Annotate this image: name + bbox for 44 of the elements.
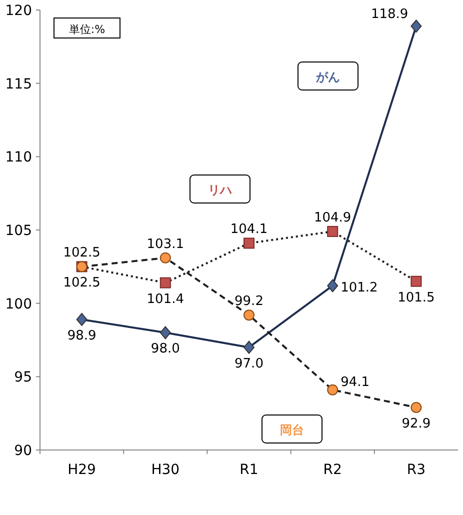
data-label: 104.1 <box>230 222 268 238</box>
data-label: 98.9 <box>67 328 96 344</box>
data-label: 92.9 <box>402 416 431 432</box>
y-tick-label: 100 <box>5 296 32 312</box>
data-label: 103.1 <box>146 236 184 252</box>
data-label: 98.0 <box>150 342 180 357</box>
data-label: 97.0 <box>234 356 264 372</box>
data-label: 101.2 <box>340 280 378 296</box>
point <box>76 312 88 326</box>
point <box>410 276 422 287</box>
y-tick-label: 105 <box>5 223 32 239</box>
x-tick-label: R1 <box>240 462 258 478</box>
text: 岡台 <box>280 423 304 437</box>
point <box>244 238 254 249</box>
x-tick-label: R3 <box>406 462 426 478</box>
data-label: 118.9 <box>370 7 408 22</box>
point <box>160 326 171 340</box>
point <box>327 384 338 396</box>
y-tick-label: 110 <box>5 150 32 166</box>
point <box>160 277 171 288</box>
annotation: 単位:% <box>68 23 106 36</box>
point <box>244 310 254 321</box>
data-label: 94.1 <box>340 374 370 390</box>
text: リハ <box>208 183 232 197</box>
data-label: 102.5 <box>63 246 100 261</box>
point <box>160 252 171 264</box>
x-tick-label: R2 <box>323 462 342 478</box>
point <box>327 226 338 237</box>
data-label: 101.4 <box>146 292 184 307</box>
point <box>327 279 338 292</box>
y-tick-label: 95 <box>14 370 32 386</box>
data-label: 104.9 <box>314 210 352 226</box>
x-tick-label: H30 <box>151 462 180 478</box>
y-tick-label: 90 <box>14 443 32 459</box>
data-label: 99.2 <box>234 294 264 310</box>
point <box>244 340 254 354</box>
point <box>410 402 422 413</box>
point <box>410 20 422 33</box>
data-label: 101.5 <box>398 290 435 306</box>
x-tick-label: H29 <box>68 462 96 478</box>
data-label: 102.5 <box>63 276 100 291</box>
text: がん <box>315 70 340 84</box>
y-tick-label: 115 <box>5 76 32 92</box>
y-tick-label: 120 <box>5 3 32 19</box>
